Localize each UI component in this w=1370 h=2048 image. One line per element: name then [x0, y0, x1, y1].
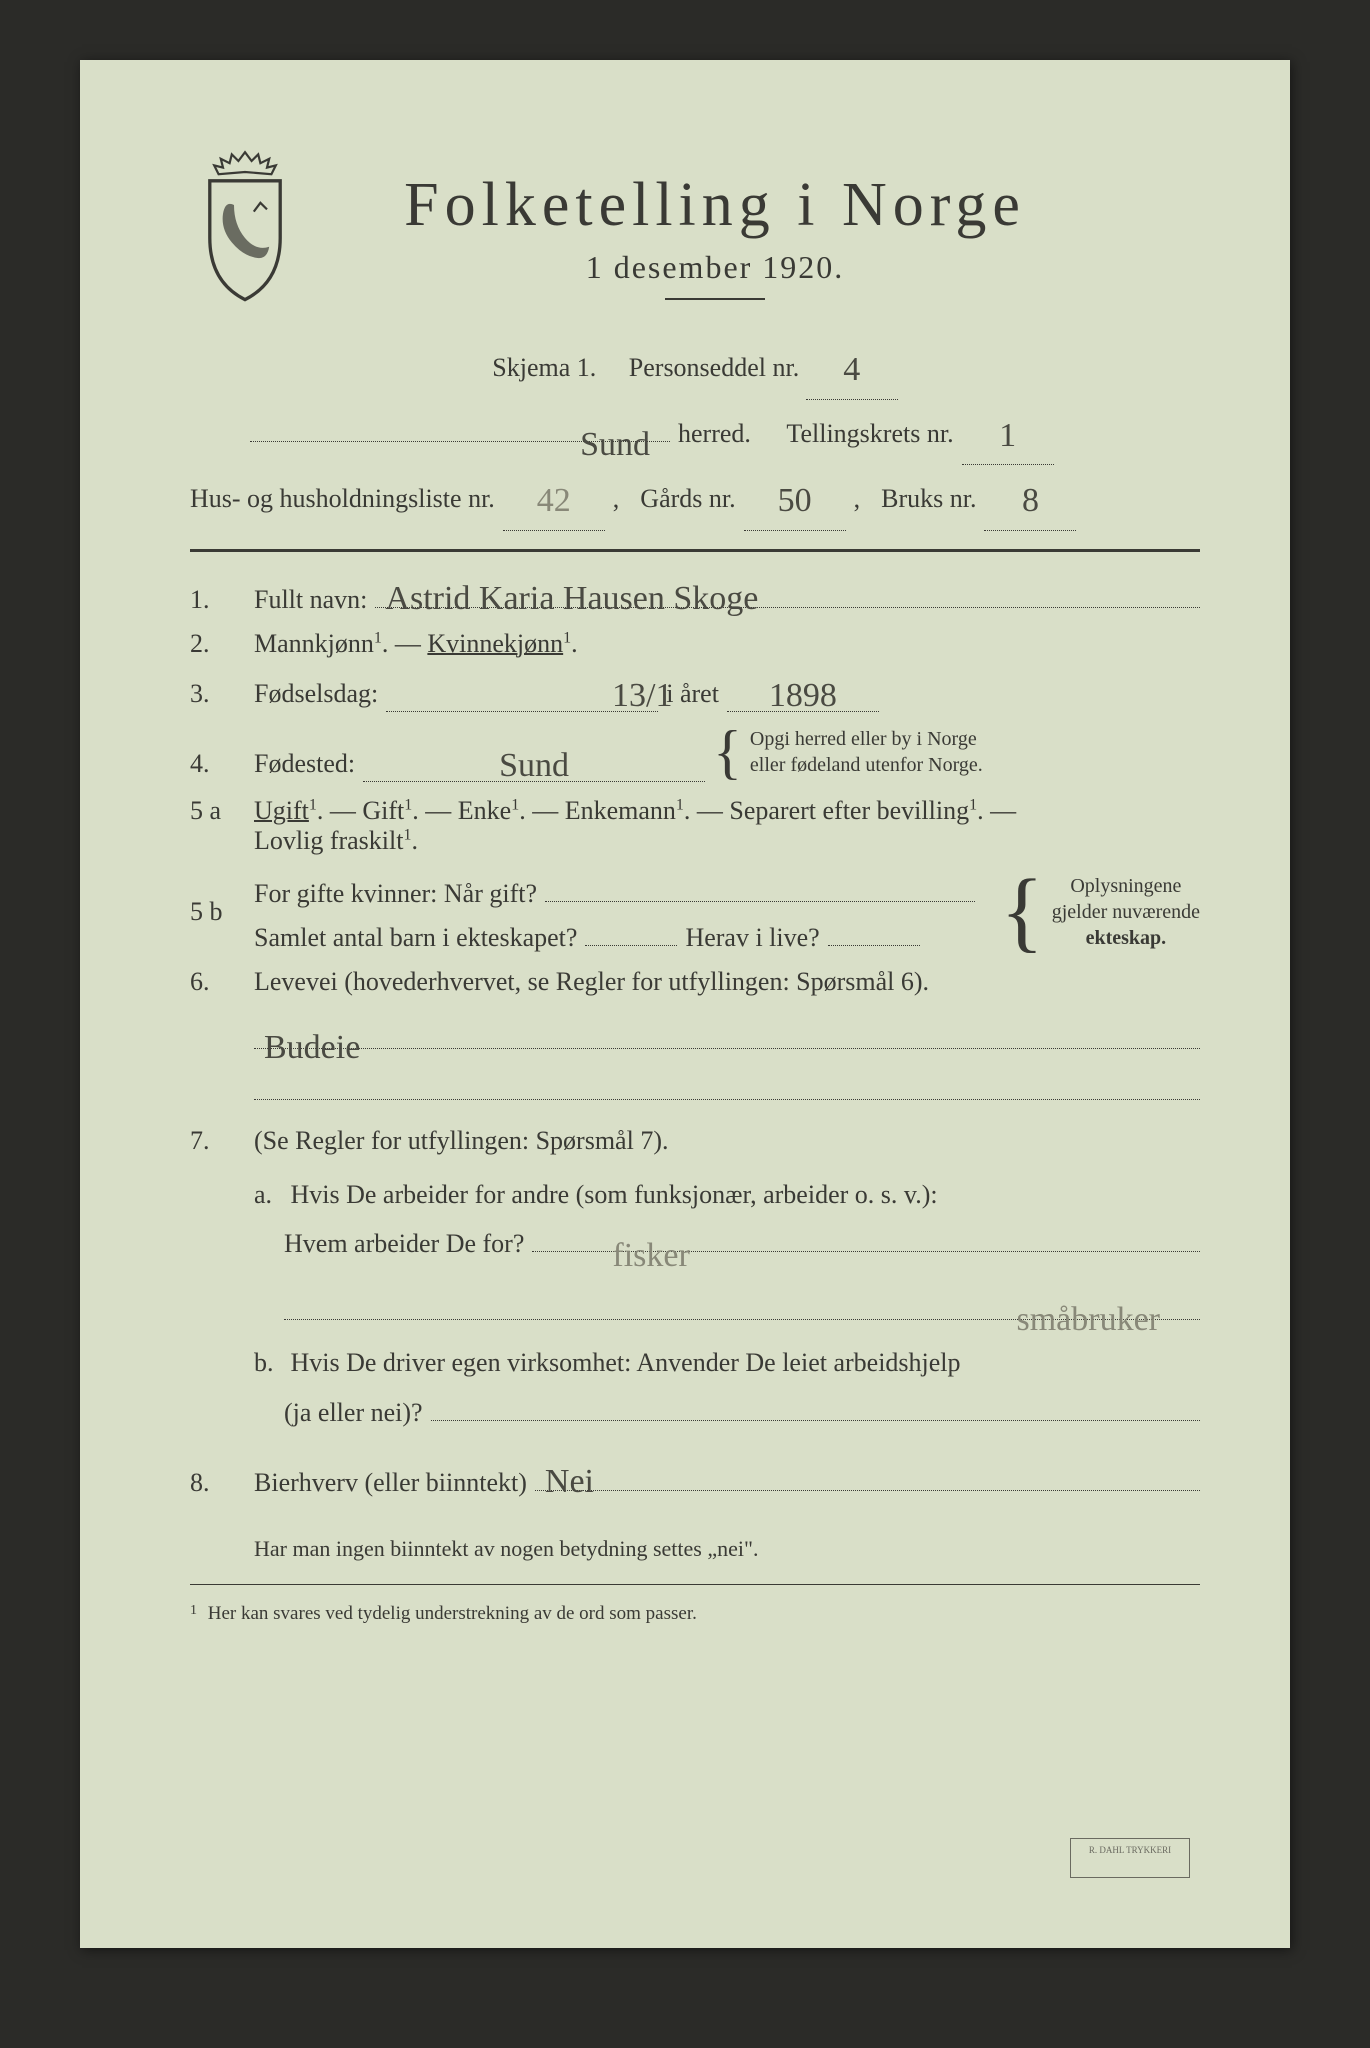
meta-line-2: Sund herred. Tellingskrets nr. 1 [250, 400, 1200, 466]
q2-num: 2. [190, 629, 236, 659]
q3-num: 3. [190, 679, 236, 709]
question-4: 4. Fødested: Sund { Opgi herred eller by… [190, 726, 1200, 782]
q6-label: Levevei (hovederhvervet, se Regler for u… [254, 967, 929, 996]
footnote-marker: 1 [190, 1603, 197, 1618]
q1-num: 1. [190, 585, 236, 615]
meta-line-1: Skjema 1. Personseddel nr. 4 [190, 334, 1200, 400]
question-8: 8. Bierhverv (eller biinntekt) Nei [190, 1459, 1200, 1498]
hus-nr: 42 [537, 482, 571, 519]
q4-note: Opgi herred eller by i Norge eller fødel… [750, 726, 983, 778]
scan-background: Folketelling i Norge 1 desember 1920. Sk… [0, 0, 1370, 2048]
question-1: 1. Fullt navn: Astrid Karia Hausen Skoge [190, 576, 1200, 615]
question-7b-line2: (ja eller nei)? [254, 1388, 1200, 1437]
q7b-l1: Hvis De driver egen virksomhet: Anvender… [291, 1348, 961, 1377]
q5b-l2a: Samlet antal barn i ekteskapet? [254, 923, 577, 953]
q7b-l2: (ja eller nei)? [284, 1388, 423, 1437]
herred-value: Sund [580, 413, 650, 444]
blank-line [254, 1077, 1200, 1100]
title-block: Folketelling i Norge 1 desember 1920. [330, 150, 1200, 324]
footnote: 1 Her kan svares ved tydelig understrekn… [190, 1603, 1200, 1625]
coat-of-arms-icon [190, 150, 300, 300]
q3-label: Fødselsdag: [254, 679, 378, 709]
question-5b: 5 b For gifte kvinner: Når gift? Samlet … [190, 870, 1200, 953]
hus-label: Hus- og husholdningsliste nr. [190, 474, 495, 523]
q5a-separert: Separert efter bevilling [729, 796, 969, 825]
divider [190, 1584, 1200, 1585]
question-2: 2. Mannkjønn1. — Kvinnekjønn1. [190, 629, 1200, 659]
q8-value: Nei [545, 1463, 594, 1494]
q8-label: Bierhverv (eller biinntekt) [254, 1468, 527, 1498]
q3-day: 13/1 [612, 677, 672, 714]
q5b-note: Oplysningene gjelder nuværende ekteskap. [1052, 873, 1200, 951]
header: Folketelling i Norge 1 desember 1920. [190, 150, 1200, 324]
q5b-l2b: Herav i live? [685, 923, 819, 953]
q4-value: Sund [499, 747, 569, 784]
brace-icon: { [1001, 885, 1044, 939]
q6-value: Budeie [264, 1029, 360, 1049]
question-7b: b. Hvis De driver egen virksomhet: Anven… [254, 1338, 1200, 1387]
tellingskrets-label: Tellingskrets nr. [786, 409, 953, 458]
q4-num: 4. [190, 749, 236, 779]
divider [190, 549, 1200, 552]
q6-answer-line: Budeie [254, 1025, 1200, 1048]
q5a-enke: Enke [458, 796, 511, 825]
q5a-num: 5 a [190, 796, 236, 826]
q5a-enkemann: Enkemann [565, 796, 676, 825]
gards-label: Gårds nr. [640, 474, 735, 523]
question-6: 6. Levevei (hovederhvervet, se Regler fo… [190, 967, 1200, 997]
question-7: 7. (Se Regler for utfyllingen: Spørsmål … [190, 1126, 1200, 1156]
q4-label: Fødested: [254, 749, 355, 779]
question-7a-line2: Hvem arbeider De for? fisker [254, 1219, 1200, 1268]
q5b-num: 5 b [190, 897, 236, 927]
q5a-ugift: Ugift [254, 796, 309, 825]
personseddel-nr: 4 [843, 351, 860, 388]
q2-kvinne: Kvinnekjønn [427, 629, 563, 658]
q7a-letter: a. [254, 1170, 284, 1219]
q2-mann: Mannkjønn [254, 629, 374, 658]
question-5a: 5 a Ugift1. — Gift1. — Enke1. — Enkemann… [190, 796, 1200, 856]
herred-label: herred. [678, 409, 751, 458]
bruks-nr: 8 [1022, 482, 1039, 519]
skjema-label: Skjema 1. [492, 353, 596, 382]
q7a-val1: fisker [612, 1224, 689, 1255]
q7-label: (Se Regler for utfyllingen: Spørsmål 7). [254, 1126, 668, 1155]
q7a-l2: Hvem arbeider De for? [284, 1219, 524, 1268]
document-page: Folketelling i Norge 1 desember 1920. Sk… [80, 60, 1290, 1948]
personseddel-label: Personseddel nr. [629, 353, 799, 382]
q7a-line3: småbruker [284, 1297, 1200, 1320]
main-title: Folketelling i Norge [330, 170, 1100, 241]
q3-mid: i året [666, 679, 719, 709]
meta-line-3: Hus- og husholdningsliste nr. 42, Gårds … [190, 465, 1200, 531]
gards-nr: 50 [778, 482, 812, 519]
q7b-letter: b. [254, 1338, 284, 1387]
brace-icon: { [713, 734, 742, 770]
question-7a: a. Hvis De arbeider for andre (som funks… [254, 1170, 1200, 1219]
tellingskrets-nr: 1 [999, 417, 1016, 454]
q6-num: 6. [190, 967, 236, 997]
q1-value: Astrid Karia Hausen Skoge [385, 580, 758, 611]
q7a-l1: Hvis De arbeider for andre (som funksjon… [291, 1180, 938, 1209]
q5b-l1: For gifte kvinner: Når gift? [254, 879, 537, 909]
q8-num: 8. [190, 1468, 236, 1498]
question-3: 3. Fødselsdag: 13/1 i året 1898 [190, 673, 1200, 712]
q7a-val2: småbruker [1016, 1301, 1160, 1321]
q1-label: Fullt navn: [254, 585, 367, 615]
footer-note: Har man ingen biinntekt av nogen betydni… [254, 1528, 1200, 1570]
q3-year: 1898 [769, 677, 837, 714]
divider [665, 298, 765, 300]
bruks-label: Bruks nr. [881, 474, 976, 523]
q5a-gift: Gift [362, 796, 404, 825]
printer-stamp: R. DAHL TRYKKERI [1070, 1838, 1190, 1878]
q7-num: 7. [190, 1126, 236, 1156]
subtitle: 1 desember 1920. [330, 249, 1100, 286]
footnote-text: Her kan svares ved tydelig understreknin… [208, 1603, 697, 1624]
q5a-lovlig: Lovlig fraskilt [254, 826, 403, 855]
